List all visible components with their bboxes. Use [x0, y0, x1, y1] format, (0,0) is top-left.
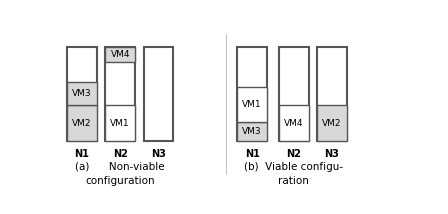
Text: N3: N3: [151, 149, 166, 159]
Text: N3: N3: [325, 149, 340, 159]
Bar: [105, 47, 135, 62]
Text: VM1: VM1: [110, 119, 130, 128]
Text: VM3: VM3: [242, 127, 262, 136]
Bar: [279, 105, 309, 141]
Text: (a)      Non-viable
configuration: (a) Non-viable configuration: [75, 162, 165, 186]
Text: N2: N2: [286, 149, 301, 159]
Bar: [279, 47, 309, 141]
Bar: [237, 47, 267, 141]
Text: N1: N1: [245, 149, 259, 159]
Text: VM1: VM1: [242, 100, 262, 109]
Text: (b)  Viable configu-
ration: (b) Viable configu- ration: [244, 162, 344, 186]
Bar: [144, 47, 173, 141]
Bar: [67, 105, 97, 141]
Bar: [105, 105, 135, 141]
Text: N1: N1: [75, 149, 90, 159]
Bar: [317, 47, 347, 141]
Text: VM4: VM4: [111, 50, 130, 59]
Bar: [317, 105, 347, 141]
Bar: [67, 82, 97, 105]
Bar: [105, 47, 135, 141]
Text: VM4: VM4: [284, 119, 304, 128]
Text: VM3: VM3: [72, 89, 92, 98]
Text: VM2: VM2: [72, 119, 92, 128]
Bar: [67, 47, 97, 141]
Bar: [237, 86, 267, 122]
Text: VM2: VM2: [322, 119, 342, 128]
Bar: [237, 122, 267, 141]
Text: N2: N2: [113, 149, 128, 159]
